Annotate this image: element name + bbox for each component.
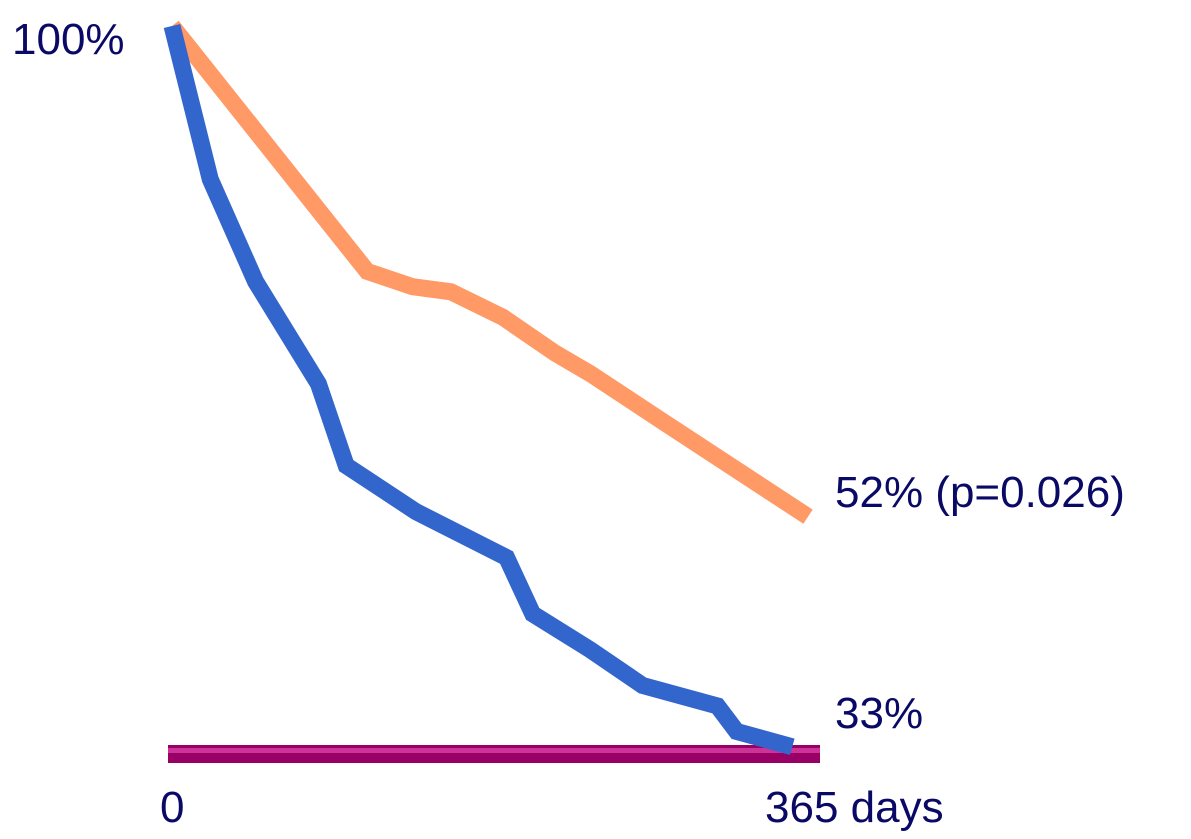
time-axis-bar	[168, 745, 820, 763]
chart-labels: 100% 0 365 days 52% (p=0.026) 33%	[12, 15, 1125, 832]
y-tick-label-100: 100%	[12, 15, 125, 64]
x-tick-label-365-days: 365 days	[765, 783, 944, 832]
time-axis-bar-highlight	[168, 748, 820, 753]
x-tick-label-0: 0	[160, 783, 184, 832]
series-end-label-52: 52% (p=0.026)	[835, 468, 1125, 517]
time-axis-bar-fill	[168, 745, 820, 763]
series-line-blue	[163, 23, 795, 755]
series-end-label-33: 33%	[835, 689, 923, 738]
series-line-orange	[165, 20, 813, 524]
series-lines	[163, 20, 813, 755]
